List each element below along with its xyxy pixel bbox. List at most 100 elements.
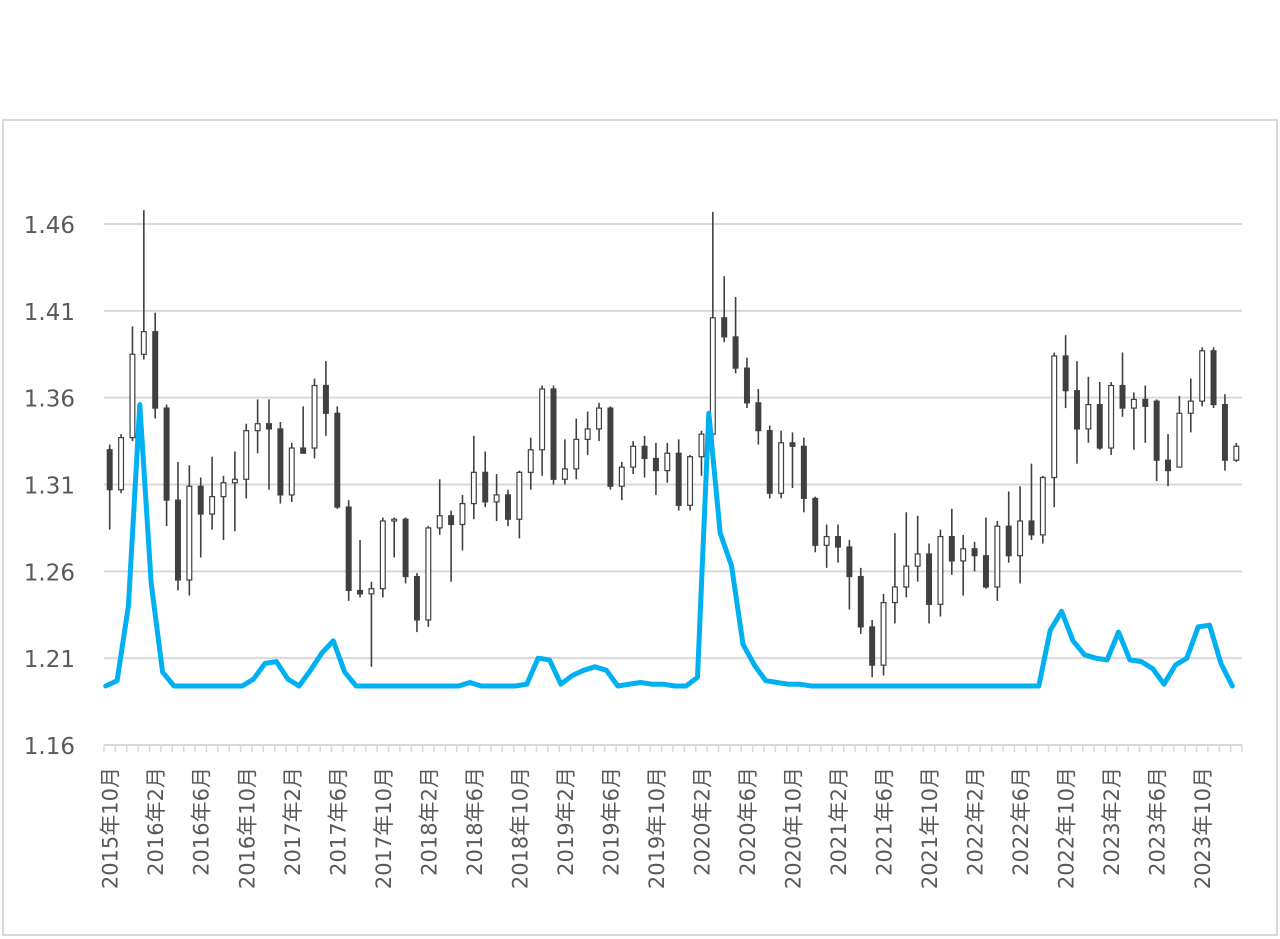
candle <box>459 494 466 551</box>
y-tick-label: 1.31 <box>24 474 75 500</box>
candle <box>1062 335 1069 409</box>
candle-body-up <box>186 485 193 581</box>
candle <box>561 439 568 485</box>
candle-body-up <box>1051 355 1058 479</box>
candle-body-up <box>960 548 967 562</box>
candle <box>254 399 261 454</box>
candle <box>209 456 216 530</box>
candle-body-up <box>1017 520 1024 557</box>
candle-body-up <box>823 535 830 546</box>
candle-body-down <box>1005 525 1012 557</box>
candle-body-up <box>1176 412 1183 468</box>
candle-body-up <box>231 478 238 484</box>
candle-body-down <box>766 430 773 494</box>
candle-body-down <box>948 535 955 562</box>
candle <box>470 435 477 520</box>
candle <box>971 541 978 572</box>
candle-body-down <box>857 575 864 628</box>
candle-body-down <box>357 589 364 595</box>
candle-body-down <box>926 553 933 605</box>
candle <box>573 418 580 480</box>
candle <box>1005 491 1012 563</box>
y-tick-label: 1.41 <box>24 300 75 326</box>
candle-body-down <box>789 442 796 447</box>
candle <box>516 470 523 539</box>
candle <box>379 517 386 598</box>
candle-body-down <box>812 497 819 546</box>
candle-body-down <box>550 388 557 480</box>
candle-body-up <box>391 518 398 522</box>
candle <box>823 524 830 568</box>
candle <box>732 296 739 374</box>
candle <box>368 581 375 667</box>
y-tick-label: 1.16 <box>24 734 75 760</box>
candle <box>1176 395 1183 468</box>
candle <box>835 524 841 563</box>
candle-body-up <box>584 428 591 440</box>
candle <box>982 517 989 589</box>
x-tick-label: 2023年10月 <box>1191 767 1215 889</box>
candle-body-down <box>300 447 307 454</box>
candle <box>857 567 864 634</box>
candle-body-down <box>835 535 841 548</box>
candle-body-up <box>129 353 136 439</box>
candle-body-down <box>971 548 978 557</box>
candle <box>118 434 125 494</box>
candle <box>231 451 238 532</box>
candle-body-down <box>1210 350 1217 406</box>
candle-body-down <box>800 445 807 499</box>
x-tick-label: 2021年2月 <box>827 767 851 876</box>
candle-body-down <box>743 367 750 404</box>
candle <box>709 211 716 445</box>
candle <box>106 444 113 530</box>
candle-body-down <box>846 546 853 578</box>
candle <box>1096 382 1103 450</box>
x-tick-label: 2016年10月 <box>235 767 259 889</box>
x-tick-label: 2017年6月 <box>326 767 350 876</box>
candle <box>1210 347 1217 409</box>
candle-body-down <box>482 471 489 503</box>
x-tick-label: 2022年2月 <box>964 767 988 876</box>
candle <box>926 543 933 624</box>
candle-body-up <box>630 445 637 468</box>
candle-body-down <box>675 452 682 506</box>
candle <box>891 533 898 624</box>
candle <box>607 406 614 490</box>
candle-body-up <box>561 468 568 480</box>
x-tick-label: 2018年2月 <box>417 767 441 876</box>
candle-body-down <box>1165 459 1172 472</box>
candle-body-down <box>1119 384 1126 409</box>
candle-body-up <box>539 388 546 451</box>
candle <box>869 619 876 678</box>
candle <box>1233 442 1240 462</box>
x-tick-label: 2022年6月 <box>1009 767 1033 876</box>
candle <box>163 404 170 527</box>
candle-body-down <box>1153 400 1160 461</box>
candle <box>1153 399 1160 482</box>
candle <box>698 430 705 476</box>
candle <box>129 326 136 442</box>
candle-body-down <box>174 499 181 581</box>
candle <box>300 406 307 454</box>
candle-body-up <box>687 456 694 506</box>
candle <box>266 399 272 490</box>
candle-body-up <box>436 515 443 529</box>
candle-body-up <box>527 449 534 473</box>
candle-body-down <box>641 445 648 460</box>
candle-body-down <box>1062 355 1069 392</box>
candle <box>960 534 967 596</box>
candle-body-up <box>118 437 125 491</box>
candle <box>482 451 489 508</box>
candle-body-up <box>618 466 625 487</box>
candle <box>1165 434 1172 487</box>
candle-body-up <box>914 553 921 567</box>
candle <box>277 421 284 504</box>
candle <box>1142 385 1149 443</box>
x-tick-label: 2020年2月 <box>690 767 714 876</box>
candle-body-up <box>516 471 523 520</box>
candle <box>539 385 546 476</box>
candle-body-down <box>402 518 409 578</box>
x-tick-label: 2023年6月 <box>1146 767 1170 876</box>
candle <box>914 515 921 582</box>
x-tick-label: 2020年6月 <box>736 767 760 876</box>
